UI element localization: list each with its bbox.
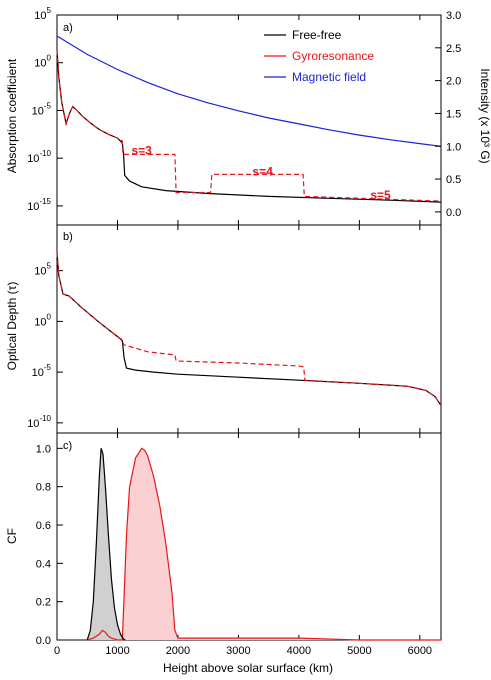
- ylabel-a: Absorption coefficient: [5, 58, 19, 173]
- panel-label-c: c): [63, 440, 72, 452]
- y2-tick-label: 1.0: [446, 141, 461, 153]
- y2-tick-label: 2.0: [446, 76, 461, 88]
- x-tick-label: 0: [54, 645, 60, 657]
- y-tick-label-a: 10-10: [27, 149, 51, 165]
- panel-c: 0 1000 2000 3000 4000 5000 6000 0.0 0.2 0.4 0.6 0.8…: [36, 432, 442, 657]
- xlabel: Height above solar surface (km): [163, 661, 333, 675]
- y-tick-label-a: 10-5: [32, 101, 52, 117]
- series-line-free-free: [56, 252, 442, 406]
- y-tick-label-c: 0.4: [36, 558, 51, 570]
- panel-label-a: a): [63, 22, 73, 34]
- panel-label-b: b): [63, 231, 73, 243]
- plot-frame-b: [56, 224, 442, 434]
- x-tick-label: 3000: [226, 645, 250, 657]
- y2-tick-label: 0.0: [446, 207, 461, 219]
- x-tick-label: 1000: [105, 645, 129, 657]
- series-line-gyroresonance: [56, 252, 442, 406]
- ylabel-a-right: Intensity (x 10³ G): [478, 68, 491, 163]
- x-tick-label: 6000: [408, 645, 432, 657]
- area-fill-gyroresonance: [87, 448, 441, 640]
- annotation-harmonic: s=3: [131, 143, 152, 157]
- x-tick-label: 2000: [166, 645, 190, 657]
- series-line-magnetic-field: [56, 35, 442, 147]
- y2-tick-label: 0.5: [446, 174, 461, 186]
- legend-label-magnetic-field: Magnetic field: [292, 70, 366, 84]
- legend-label-free-free: Free-free: [292, 28, 342, 42]
- y2-tick-label: 3.0: [446, 10, 461, 22]
- y2-tick-label: 2.5: [446, 43, 461, 55]
- y-tick-label-c: 0.6: [36, 520, 51, 532]
- series-line-free-free: [86, 448, 126, 641]
- x-tick-label: 5000: [347, 645, 371, 657]
- y-tick-label-b: 105: [34, 262, 51, 278]
- y-tick-label-b: 10-10: [27, 414, 51, 430]
- ylabel-b: Optical Depth (τ): [5, 282, 19, 371]
- y-tick-label-a: 100: [34, 54, 51, 70]
- annotation-harmonic: s=5: [370, 188, 391, 202]
- y-tick-label-a: 10-15: [27, 197, 51, 213]
- y-tick-label-b: 100: [34, 312, 51, 328]
- series-line-free-free: [56, 50, 442, 203]
- panel-a: 105 100 10-5 10-10 10-15 0.0 0.5 1.0 1.5 2.0 2.5 3.…: [27, 6, 461, 226]
- x-tick-label: 4000: [287, 645, 311, 657]
- area-fill-free-free: [87, 448, 126, 640]
- legend: Free-free Gyroresonance Magnetic field: [264, 28, 374, 84]
- legend-label-gyroresonance: Gyroresonance: [292, 49, 374, 63]
- y-tick-label-c: 0.0: [36, 635, 51, 647]
- y-tick-label-b: 10-5: [32, 363, 52, 379]
- ylabel-c: CF: [5, 528, 19, 544]
- series-line-gyroresonance: [56, 50, 442, 202]
- series-line-gyroresonance: [87, 447, 441, 641]
- annotation-harmonic: s=4: [252, 164, 273, 178]
- y-tick-label-c: 1.0: [36, 443, 51, 455]
- panel-b: 105 100 10-5 10-10: [27, 224, 442, 434]
- y2-tick-label: 1.5: [446, 108, 461, 120]
- y-tick-label-a: 105: [34, 6, 51, 22]
- y-tick-label-c: 0.8: [36, 482, 51, 494]
- y-tick-label-c: 0.2: [36, 597, 51, 609]
